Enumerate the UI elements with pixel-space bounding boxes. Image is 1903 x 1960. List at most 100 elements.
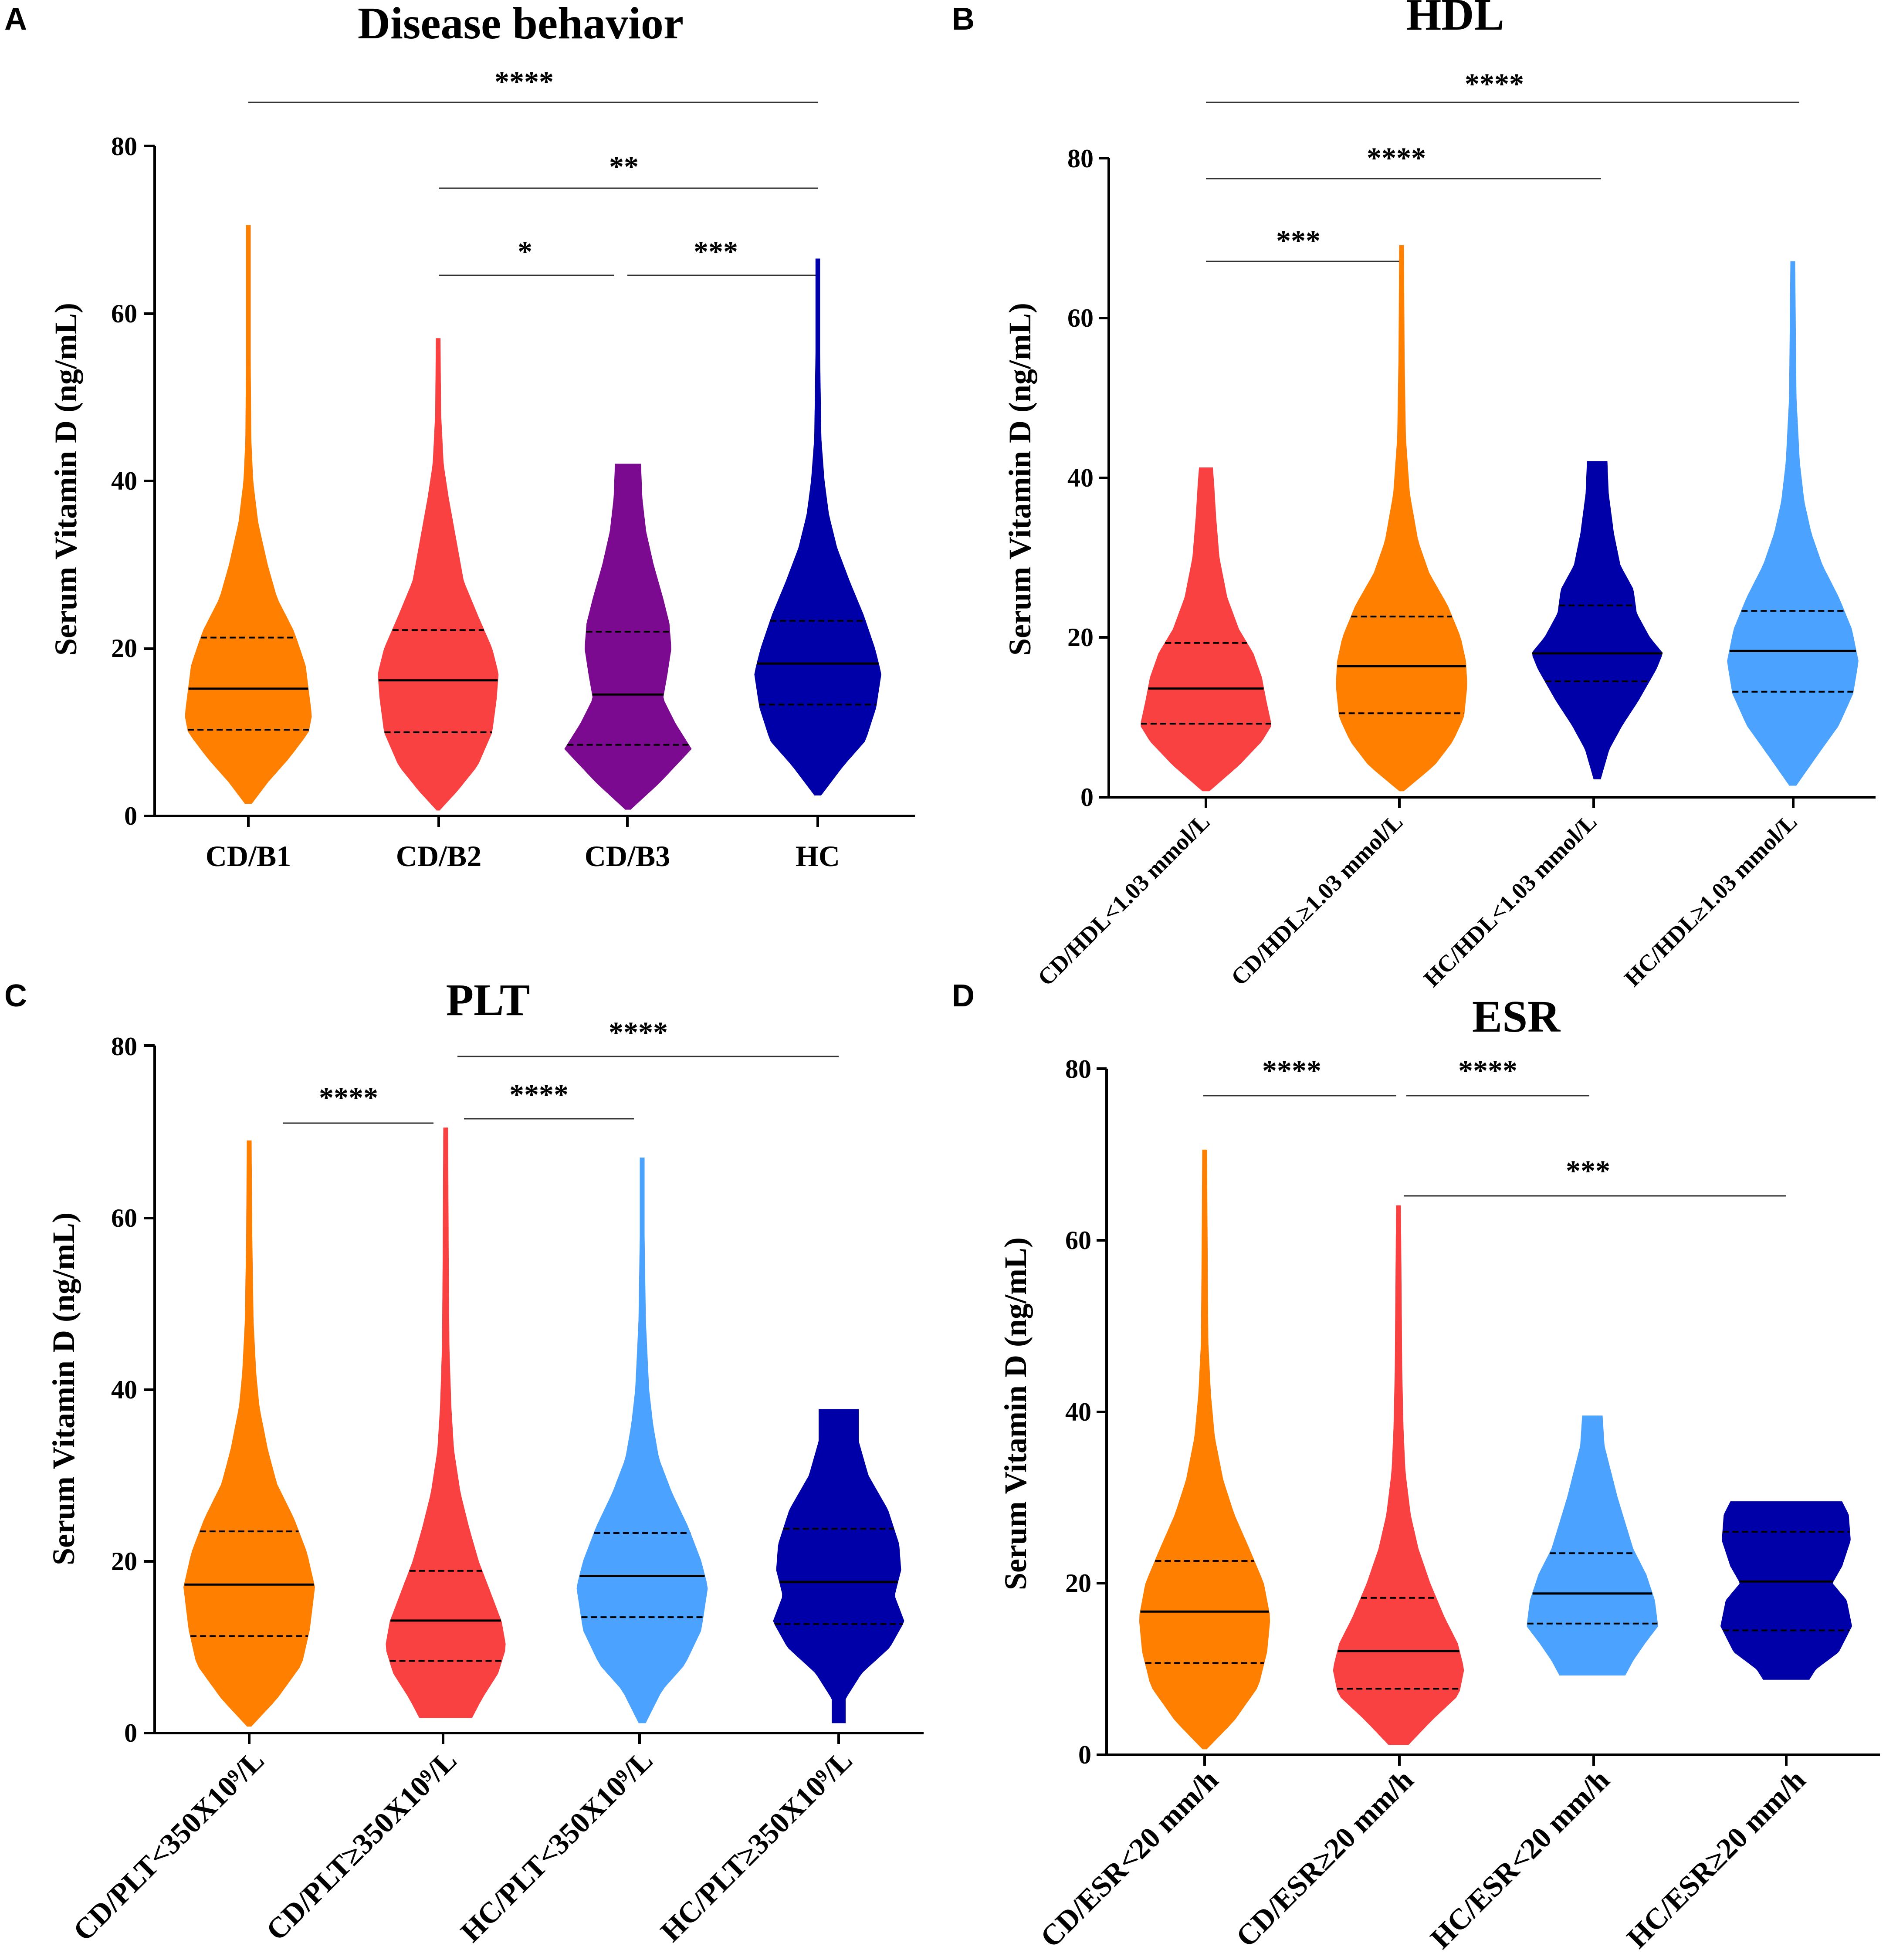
violin-group	[185, 225, 881, 811]
y-axis-label: Serum Vitamin D (ng/mL)	[48, 303, 83, 656]
x-tick-label: CD/B2	[396, 840, 481, 873]
significance-label: ****	[609, 1016, 668, 1049]
panel-b: B HDL Serum Vitamin D (ng/mL) 0 20 40 60…	[952, 0, 1876, 992]
x-tick-label: HC	[796, 840, 840, 873]
panel-letter-c: C	[4, 978, 27, 1013]
significance-label: ***	[694, 235, 738, 268]
violin-group	[1139, 1149, 1852, 1750]
y-axis-label: Serum Vitamin D (ng/mL)	[1002, 303, 1037, 656]
y-tick-label: 20	[1067, 623, 1094, 652]
x-tick-label: HC/PLT<350X10⁹/L	[454, 1743, 659, 1949]
significance-label: ****	[1367, 141, 1426, 174]
panel-a: A Disease behavior Serum Vitamin D (ng/m…	[4, 0, 915, 873]
violin-group	[183, 1127, 904, 1727]
violin-1	[185, 225, 312, 804]
violin-1	[1141, 467, 1271, 792]
panel-c: C PLT Serum Vitamin D (ng/mL) 0 20 40 60…	[4, 975, 924, 1948]
violin-3	[576, 1158, 708, 1723]
significance-label: ***	[1566, 1154, 1610, 1187]
chart-title: PLT	[446, 975, 530, 1025]
violin-2	[386, 1127, 506, 1718]
y-tick-label: 0	[1078, 1740, 1091, 1769]
y-tick-label: 20	[111, 634, 137, 663]
significance-label: ****	[1465, 67, 1524, 100]
axes	[1097, 1067, 1880, 1766]
x-tick-label: CD/B3	[585, 840, 670, 873]
y-axis-label: Serum Vitamin D (ng/mL)	[46, 1212, 81, 1565]
significance-labels: **** **** ***	[1262, 1054, 1610, 1187]
violin-3	[1532, 461, 1662, 779]
significance-label: ****	[509, 1078, 569, 1111]
y-tick-label: 80	[111, 132, 137, 161]
x-tick-label: HC/HDL<1.03 mmol/L	[1419, 809, 1602, 992]
y-tick-label: 60	[1065, 1226, 1091, 1255]
significance-label: ****	[494, 65, 554, 98]
violin-4	[1720, 1501, 1852, 1680]
x-axis-labels: CD/HDL<1.03 mmol/L CD/HDL≥1.03 mmol/L HC…	[1033, 809, 1802, 992]
violin-4	[773, 1409, 904, 1723]
violin-2	[1336, 245, 1467, 792]
significance-label: ****	[1458, 1054, 1517, 1087]
x-axis-labels: CD/B1 CD/B2 CD/B3 HC	[206, 840, 840, 873]
violin-3	[1527, 1415, 1658, 1676]
x-tick-label: CD/ESR≥20 mm/h	[1229, 1763, 1420, 1953]
x-tick-label: CD/PLT≥350X10⁹/L	[260, 1743, 463, 1947]
x-tick-label: CD/ESR<20 mm/h	[1034, 1763, 1225, 1954]
x-tick-label: CD/PLT<350X10⁹/L	[67, 1743, 271, 1947]
x-axis-labels: CD/ESR<20 mm/h CD/ESR≥20 mm/h HC/ESR<20 …	[1034, 1763, 1812, 1955]
y-tick-label: 40	[1065, 1398, 1091, 1426]
y-tick-label: 60	[111, 299, 137, 328]
x-tick-label: HC/ESR≥20 mm/h	[1620, 1763, 1812, 1954]
violin-2	[1333, 1205, 1464, 1745]
violin-2	[378, 338, 499, 811]
y-axis-ticks: 0 20 40 60 80	[1065, 1055, 1091, 1769]
violin-3	[564, 464, 692, 810]
violin-group	[1141, 245, 1859, 792]
y-tick-label: 80	[1067, 144, 1094, 173]
panel-letter-a: A	[4, 2, 27, 37]
y-tick-label: 0	[124, 1719, 137, 1747]
significance-bars	[1206, 102, 1799, 262]
x-tick-label: HC/PLT≥350X10⁹/L	[654, 1743, 858, 1948]
violin-1	[183, 1140, 315, 1727]
y-tick-label: 40	[111, 467, 137, 495]
significance-bars	[248, 102, 818, 276]
significance-labels: **** **** ****	[319, 1016, 668, 1114]
significance-label: ****	[1262, 1054, 1321, 1087]
significance-bars	[283, 1056, 839, 1124]
significance-label: **	[609, 150, 639, 183]
y-tick-label: 40	[1067, 464, 1094, 492]
y-axis-label: Serum Vitamin D (ng/mL)	[998, 1237, 1033, 1590]
axes	[144, 1044, 924, 1744]
panel-d: D ESR Serum Vitamin D (ng/mL) 0 20 40 60…	[952, 978, 1880, 1955]
axes	[1099, 157, 1876, 808]
panel-letter-d: D	[952, 978, 975, 1013]
violin-1	[1139, 1149, 1270, 1750]
y-axis-ticks: 0 20 40 60 80	[1067, 144, 1094, 812]
x-tick-label: CD/HDL<1.03 mmol/L	[1033, 809, 1215, 991]
x-tick-label: CD/HDL≥1.03 mmol/L	[1226, 809, 1408, 991]
significance-labels: **** **** ***	[1276, 67, 1524, 257]
x-axis-labels: CD/PLT<350X10⁹/L CD/PLT≥350X10⁹/L HC/PLT…	[67, 1743, 859, 1949]
axes	[144, 145, 915, 827]
y-axis-ticks: 0 20 40 60 80	[111, 132, 137, 830]
x-tick-label: HC/HDL≥1.03 mmol/L	[1619, 809, 1802, 992]
x-tick-label: CD/B1	[206, 840, 291, 873]
y-tick-label: 60	[111, 1204, 137, 1232]
significance-label: ****	[319, 1081, 378, 1114]
violin-4	[754, 258, 881, 796]
chart-title: Disease behavior	[358, 0, 684, 48]
y-tick-label: 0	[1080, 783, 1094, 812]
x-tick-label: HC/ESR<20 mm/h	[1424, 1763, 1615, 1955]
y-tick-label: 20	[111, 1547, 137, 1576]
y-tick-label: 0	[124, 802, 137, 830]
chart-title: HDL	[1406, 0, 1504, 40]
y-axis-ticks: 0 20 40 60 80	[111, 1032, 137, 1747]
violin-4	[1727, 261, 1859, 786]
y-tick-label: 80	[111, 1032, 137, 1061]
panel-letter-b: B	[952, 2, 975, 37]
y-tick-label: 80	[1065, 1055, 1091, 1083]
y-tick-label: 60	[1067, 304, 1094, 332]
y-tick-label: 20	[1065, 1569, 1091, 1598]
